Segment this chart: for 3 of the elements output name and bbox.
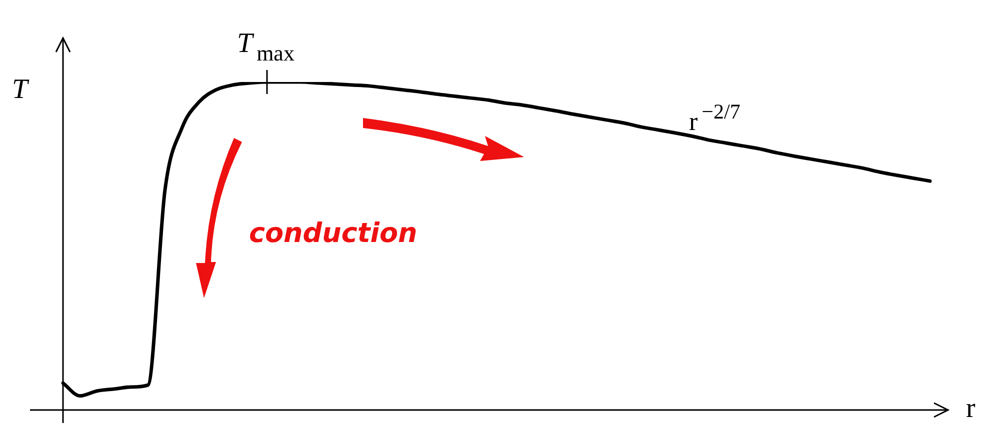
annotation: conduction (249, 218, 418, 249)
y-axis-title: T (12, 74, 30, 105)
x-axis-title: r (966, 393, 976, 424)
